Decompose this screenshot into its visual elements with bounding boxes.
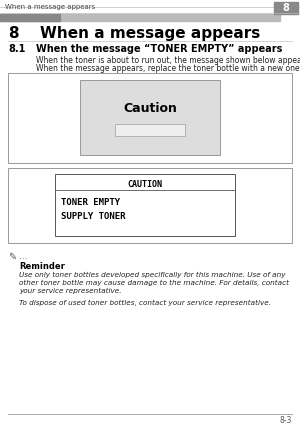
Bar [0, 14, 280, 21]
Bar [115, 124, 185, 136]
Text: CAUTION: CAUTION [128, 179, 163, 189]
Text: SUPPLY TONER: SUPPLY TONER [61, 212, 125, 221]
Text: When a message appears: When a message appears [5, 4, 95, 10]
Text: your service representative.: your service representative. [19, 288, 122, 294]
Bar [55, 174, 235, 236]
Text: ...: ... [19, 252, 28, 261]
Text: 8: 8 [8, 26, 19, 41]
Text: When the message appears, replace the toner bottle with a new one.: When the message appears, replace the to… [36, 64, 300, 73]
Bar [80, 80, 220, 155]
Bar [8, 168, 292, 243]
Text: Use only toner bottles developed specifically for this machine. Use of any: Use only toner bottles developed specifi… [19, 272, 286, 278]
Text: To dispose of used toner bottles, contact your service representative.: To dispose of used toner bottles, contac… [19, 300, 271, 306]
Bar [8, 73, 292, 163]
Bar [274, 2, 298, 14]
Text: 8-3: 8-3 [280, 416, 292, 425]
Text: other toner bottle may cause damage to the machine. For details, contact: other toner bottle may cause damage to t… [19, 280, 289, 286]
Text: When the toner is about to run out, the message shown below appears.: When the toner is about to run out, the … [36, 56, 300, 65]
Text: When the message “TONER EMPTY” appears: When the message “TONER EMPTY” appears [36, 44, 282, 54]
Text: TONER EMPTY: TONER EMPTY [61, 198, 120, 207]
Text: Reminder: Reminder [19, 262, 65, 271]
Text: 8: 8 [283, 3, 290, 13]
Text: Caution: Caution [123, 102, 177, 114]
Text: When a message appears: When a message appears [40, 26, 260, 41]
Text: 8.1: 8.1 [8, 44, 26, 54]
Text: ✎: ✎ [8, 252, 16, 262]
Bar [0, 14, 60, 21]
